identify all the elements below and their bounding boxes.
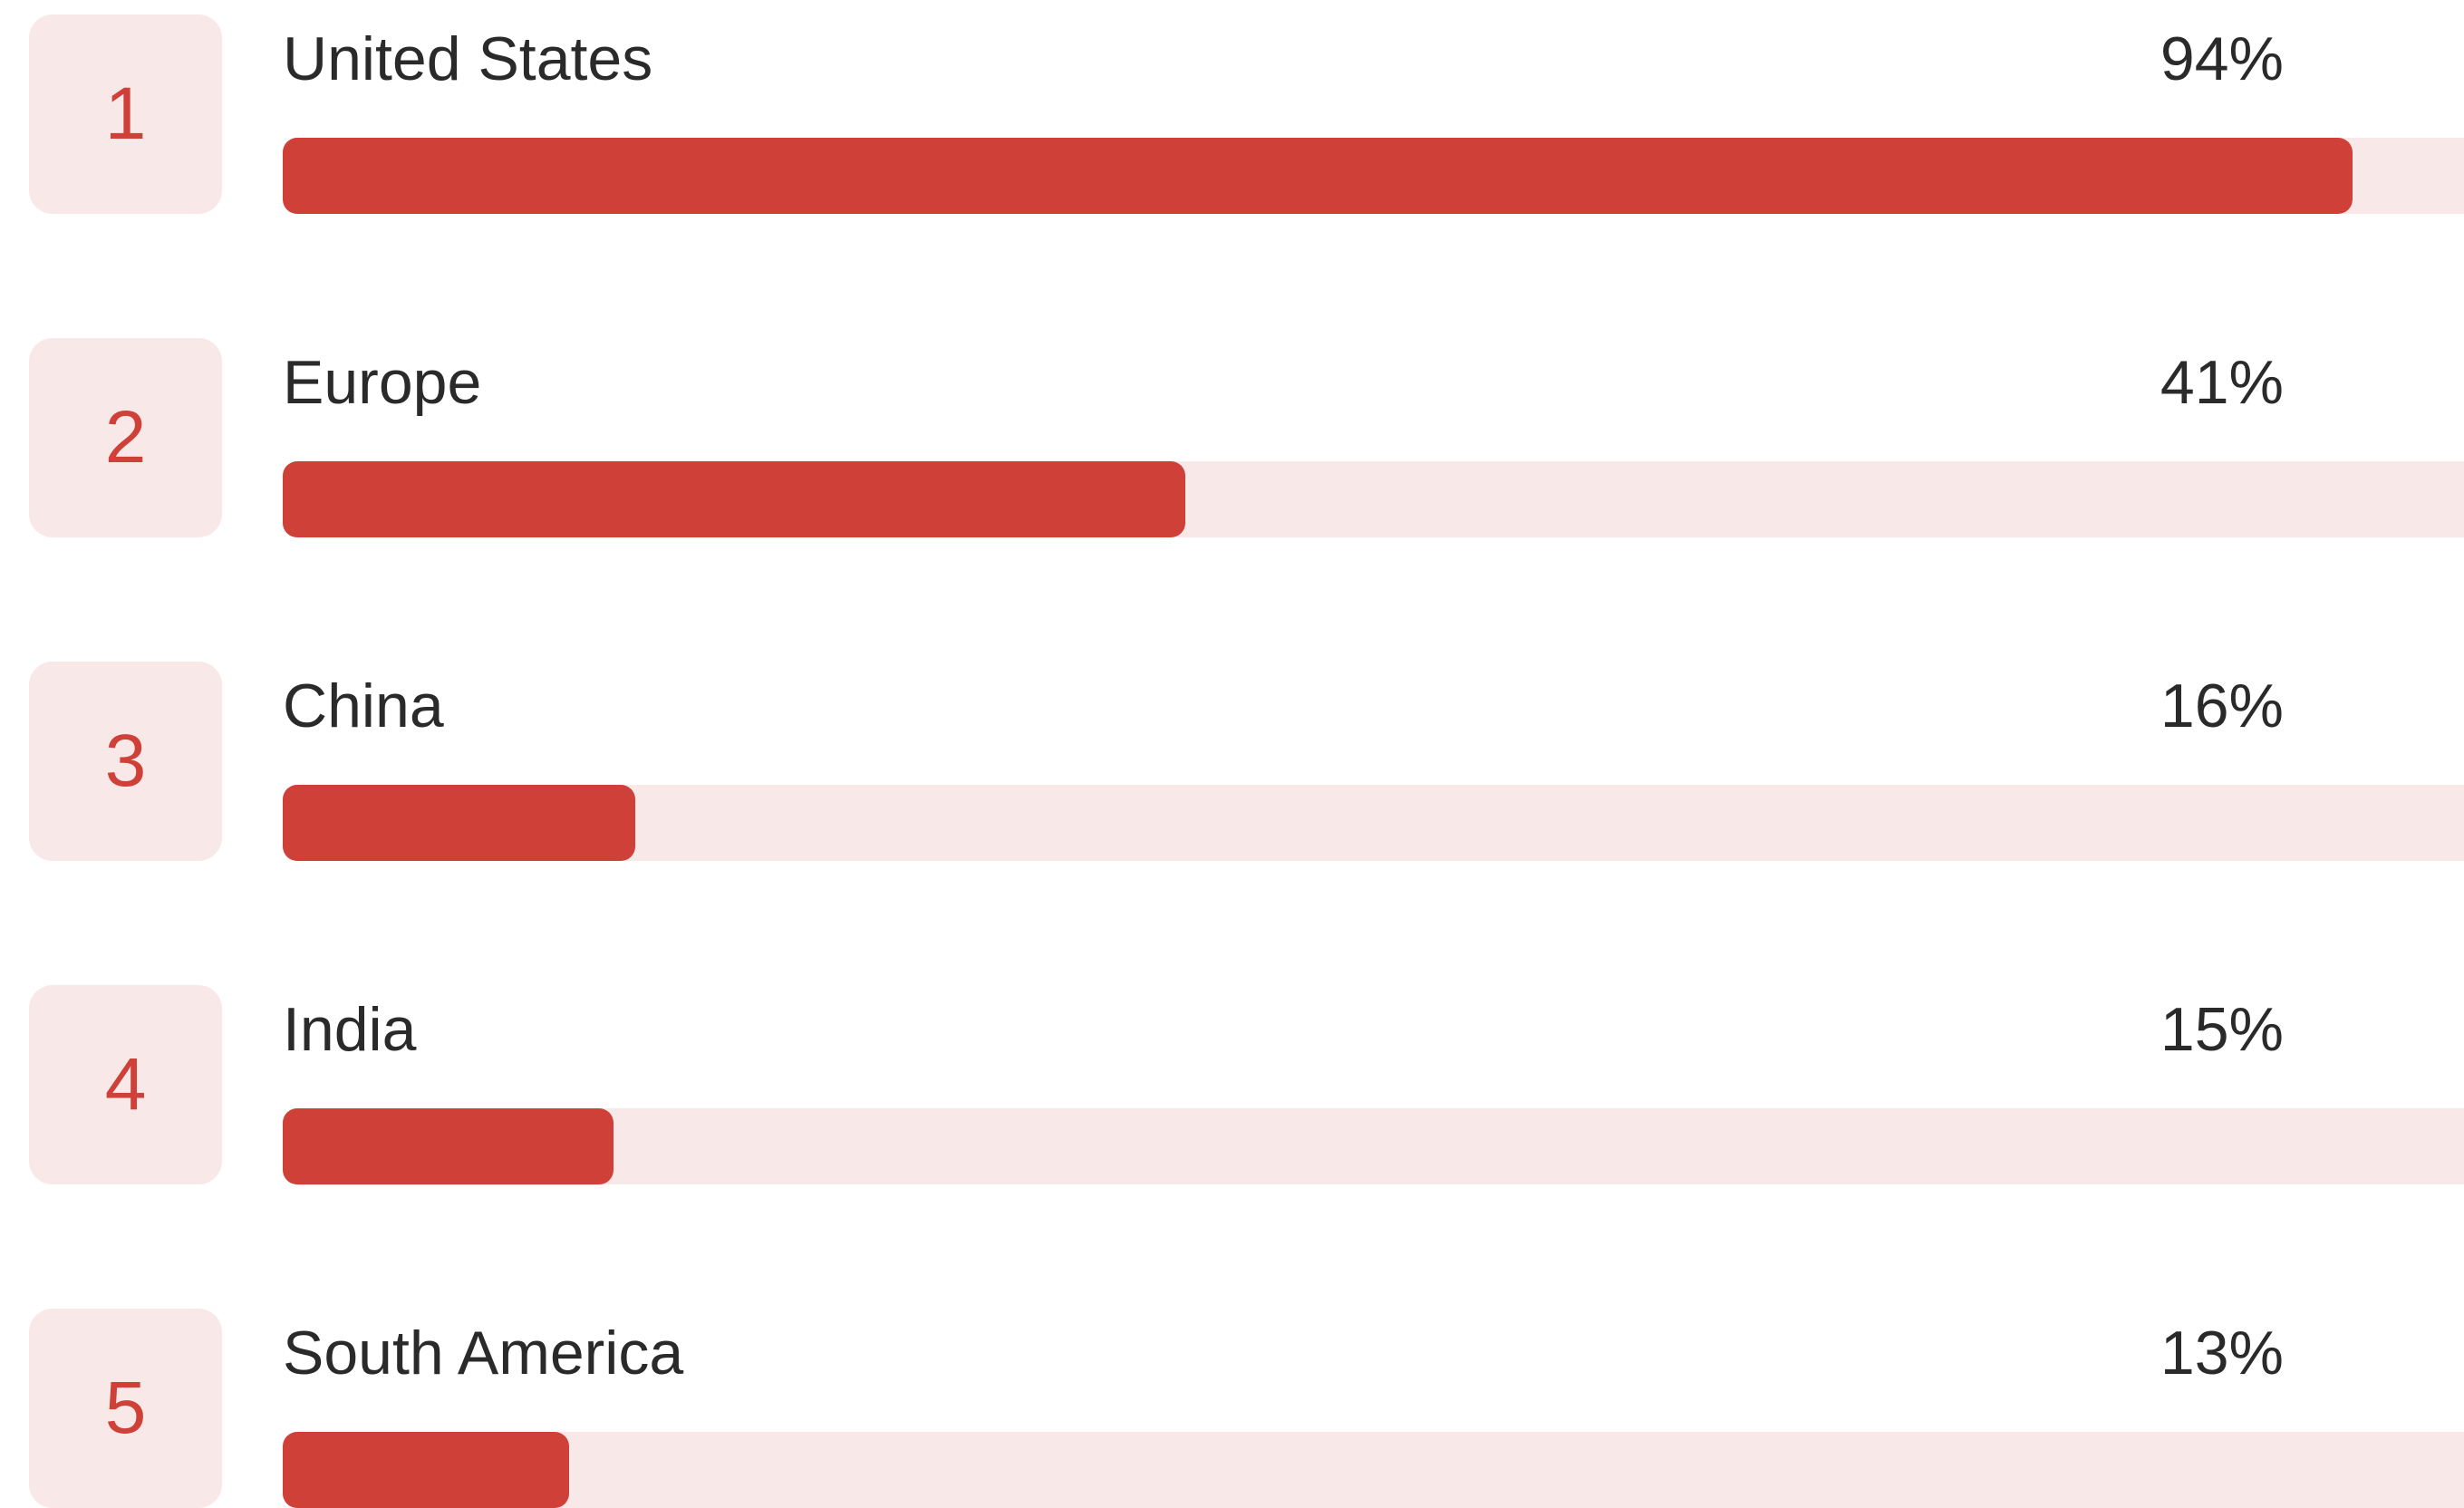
bar-track	[283, 1108, 2464, 1184]
bar-track	[283, 461, 2464, 537]
bar-fill	[283, 1432, 569, 1508]
value-label: 13%	[2160, 1319, 2284, 1387]
category-label: Europe	[283, 348, 482, 417]
bar-track	[283, 1432, 2464, 1508]
value-label: 15%	[2160, 995, 2284, 1064]
bar-track	[283, 138, 2464, 214]
ranking-row: 5 South America 13%	[0, 1294, 2464, 1508]
bar-fill	[283, 1108, 614, 1184]
bar-fill	[283, 785, 635, 861]
value-label: 41%	[2160, 348, 2284, 417]
bar-fill	[283, 138, 2353, 214]
rank-badge: 3	[29, 662, 222, 861]
value-label: 16%	[2160, 672, 2284, 740]
category-label: United States	[283, 24, 653, 93]
rank-badge: 1	[29, 14, 222, 214]
rank-badge: 4	[29, 985, 222, 1184]
rank-badge: 2	[29, 338, 222, 537]
category-label: India	[283, 995, 417, 1064]
ranking-row: 2 Europe 41%	[0, 324, 2464, 537]
bar-fill	[283, 461, 1185, 537]
bar-track	[283, 785, 2464, 861]
category-label: South America	[283, 1319, 684, 1387]
category-label: China	[283, 672, 444, 740]
rank-badge: 5	[29, 1309, 222, 1508]
ranking-row: 3 China 16%	[0, 647, 2464, 861]
ranking-row: 1 United States 94%	[0, 0, 2464, 214]
ranking-row: 4 India 15%	[0, 971, 2464, 1184]
value-label: 94%	[2160, 24, 2284, 93]
